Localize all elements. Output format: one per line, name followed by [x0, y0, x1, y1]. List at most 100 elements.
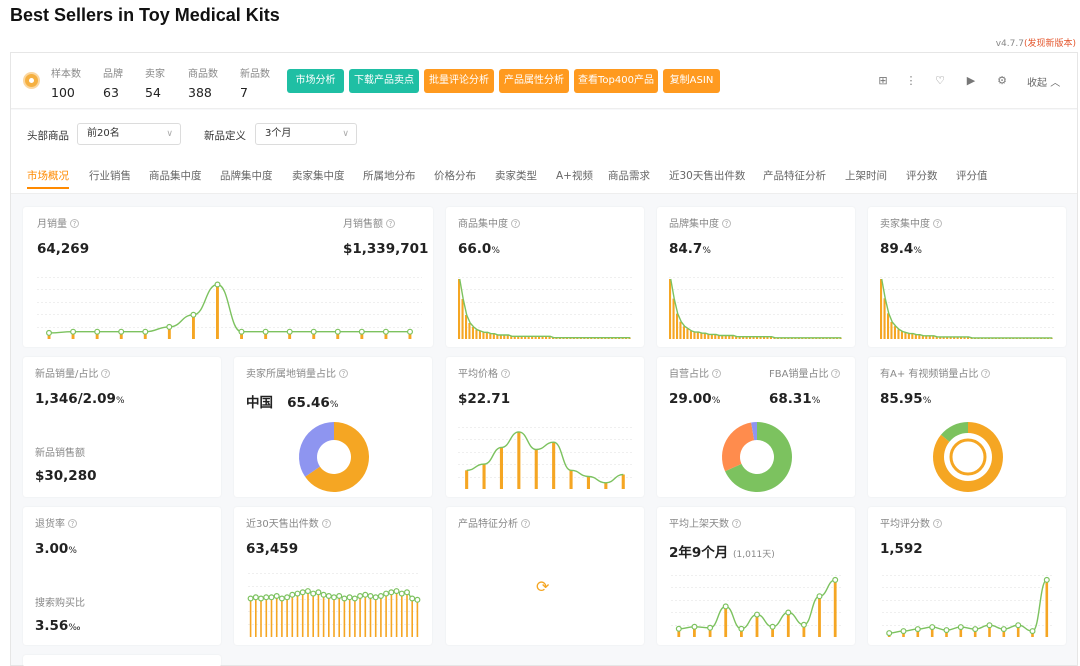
- new-revenue-label: 新品销售额: [35, 448, 85, 459]
- inner-ring: [949, 438, 987, 476]
- download-selling-points-button[interactable]: 下载产品卖点: [349, 69, 419, 93]
- data-point: [273, 593, 280, 600]
- chart-bar: [742, 336, 745, 339]
- chart-bar: [71, 331, 75, 339]
- card-seller-concentration: 卖家集中度? 89.4%: [868, 207, 1066, 347]
- tab-industry-sales[interactable]: 行业销售: [89, 170, 131, 182]
- tab-price-distribution[interactable]: 价格分布: [434, 170, 476, 182]
- batch-review-analysis-button[interactable]: 批量评论分析: [424, 69, 494, 93]
- data-point: [325, 593, 332, 600]
- tab-seller-concentration[interactable]: 卖家集中度: [292, 170, 345, 182]
- chart-bar: [401, 593, 403, 637]
- chart-bar: [475, 329, 478, 339]
- chart-bar: [911, 333, 914, 339]
- return-rate-label: 退货率?: [35, 515, 77, 530]
- chart-bar: [833, 579, 837, 637]
- filter-bar: 头部商品 前20名 ∨ 新品定义 3个月 ∨: [11, 110, 1077, 158]
- tab-rating-value[interactable]: 评分值: [956, 170, 988, 182]
- data-point: [320, 591, 327, 598]
- grid-icon[interactable]: ⊞: [878, 74, 888, 87]
- aplus-value: 85.95%: [880, 391, 932, 407]
- copy-asin-button[interactable]: 复制ASIN: [663, 69, 720, 93]
- chart-bar: [510, 336, 513, 339]
- play-icon[interactable]: ▶: [966, 74, 976, 87]
- tab-market-overview[interactable]: 市场概况: [27, 168, 69, 189]
- tab-listing-time[interactable]: 上架时间: [845, 170, 887, 182]
- data-point: [334, 328, 341, 335]
- card-return-rate: 退货率? 3.00% 搜索购买比 3.56‰: [23, 507, 221, 645]
- tab-sold-30-days[interactable]: 近30天售出件数: [669, 170, 746, 182]
- sold30-chart: [247, 573, 421, 637]
- data-point: [262, 328, 269, 335]
- chart-bar: [693, 332, 696, 339]
- more-icon[interactable]: ⋮: [905, 74, 917, 87]
- help-icon: ?: [933, 219, 942, 228]
- chart-bar: [275, 596, 278, 637]
- price-distribution-chart: [458, 427, 632, 489]
- stat-sample-count: 样本数 100: [51, 65, 81, 100]
- collapse-button[interactable]: 收起 ︿: [1027, 74, 1060, 89]
- data-point: [816, 593, 823, 600]
- version-number: v4.7.7: [995, 39, 1024, 49]
- tab-review-count[interactable]: 评分数: [906, 170, 938, 182]
- chart-bar: [818, 596, 821, 637]
- chart-bar: [47, 332, 51, 339]
- product-conc-label: 商品集中度?: [458, 215, 520, 230]
- seller-conc-value: 89.4%: [880, 241, 922, 257]
- data-point: [118, 328, 125, 335]
- tab-brand-concentration[interactable]: 品牌集中度: [220, 170, 273, 182]
- loading-refresh-icon[interactable]: ⟳: [536, 577, 550, 596]
- card-monthly-sales: 月销量? 64,269 月销售额? $1,339,701: [23, 207, 433, 347]
- card-avg-review-count: 平均评分数? 1,592: [868, 507, 1066, 645]
- view-top400-button[interactable]: 查看Top400产品: [574, 69, 658, 93]
- data-point: [377, 593, 384, 600]
- chart-bar: [710, 334, 713, 339]
- chart-bar: [738, 336, 741, 339]
- chart-bar: [759, 336, 762, 339]
- new-sales-label: 新品销量/占比?: [35, 365, 111, 380]
- settings-icon[interactable]: ⚙: [997, 74, 1007, 87]
- new-product-select[interactable]: 3个月 ∨: [255, 123, 357, 145]
- tab-location-distribution[interactable]: 所属地分布: [363, 170, 416, 182]
- data-point: [278, 595, 285, 602]
- data-point: [310, 590, 317, 597]
- chart-bar: [932, 335, 935, 339]
- help-icon: ?: [831, 369, 841, 378]
- stat-new-products: 新品数 7: [240, 65, 270, 100]
- stat-label: 新品数: [240, 69, 270, 80]
- tab-product-concentration[interactable]: 商品集中度: [149, 170, 202, 182]
- heart-icon[interactable]: ♡: [935, 74, 945, 87]
- chart-bar: [604, 482, 608, 489]
- data-point: [286, 328, 293, 335]
- head-products-select[interactable]: 前20名 ∨: [77, 123, 181, 145]
- search-purchase-label: 搜索购买比: [35, 598, 85, 609]
- tab-product-features[interactable]: 产品特征分析: [763, 170, 826, 182]
- chart-bar: [506, 335, 509, 339]
- analysis-tabs: 市场概况 行业销售 商品集中度 品牌集中度 卖家集中度 所属地分布 价格分布 卖…: [11, 158, 1077, 194]
- chart-bar: [307, 591, 309, 637]
- chart-bar: [489, 333, 492, 339]
- data-point: [315, 589, 322, 596]
- chart-bar: [348, 597, 351, 637]
- chart-bar: [384, 331, 388, 339]
- chart-bar: [988, 625, 991, 637]
- chart-bar: [728, 335, 731, 339]
- product-attribute-analysis-button[interactable]: 产品属性分析: [499, 69, 569, 93]
- tab-aplus-video[interactable]: A+视频: [556, 170, 593, 182]
- chart-bar: [255, 597, 257, 637]
- data-point: [358, 328, 365, 335]
- chart-bar: [416, 599, 419, 637]
- monthly-sales-label: 月销量?: [37, 215, 79, 230]
- tab-product-demand[interactable]: 商品需求: [608, 170, 650, 182]
- market-analysis-button[interactable]: 市场分析: [287, 69, 344, 93]
- chart-bar: [359, 596, 361, 637]
- update-link[interactable]: (发现新版本): [1023, 39, 1076, 49]
- chart-bar: [569, 470, 573, 489]
- brand-conc-chart: [669, 277, 843, 339]
- data-point: [367, 593, 374, 600]
- chart-bar: [914, 334, 917, 339]
- chart-bar: [482, 464, 486, 489]
- tab-seller-type[interactable]: 卖家类型: [495, 170, 537, 182]
- stat-value: 7: [240, 85, 248, 100]
